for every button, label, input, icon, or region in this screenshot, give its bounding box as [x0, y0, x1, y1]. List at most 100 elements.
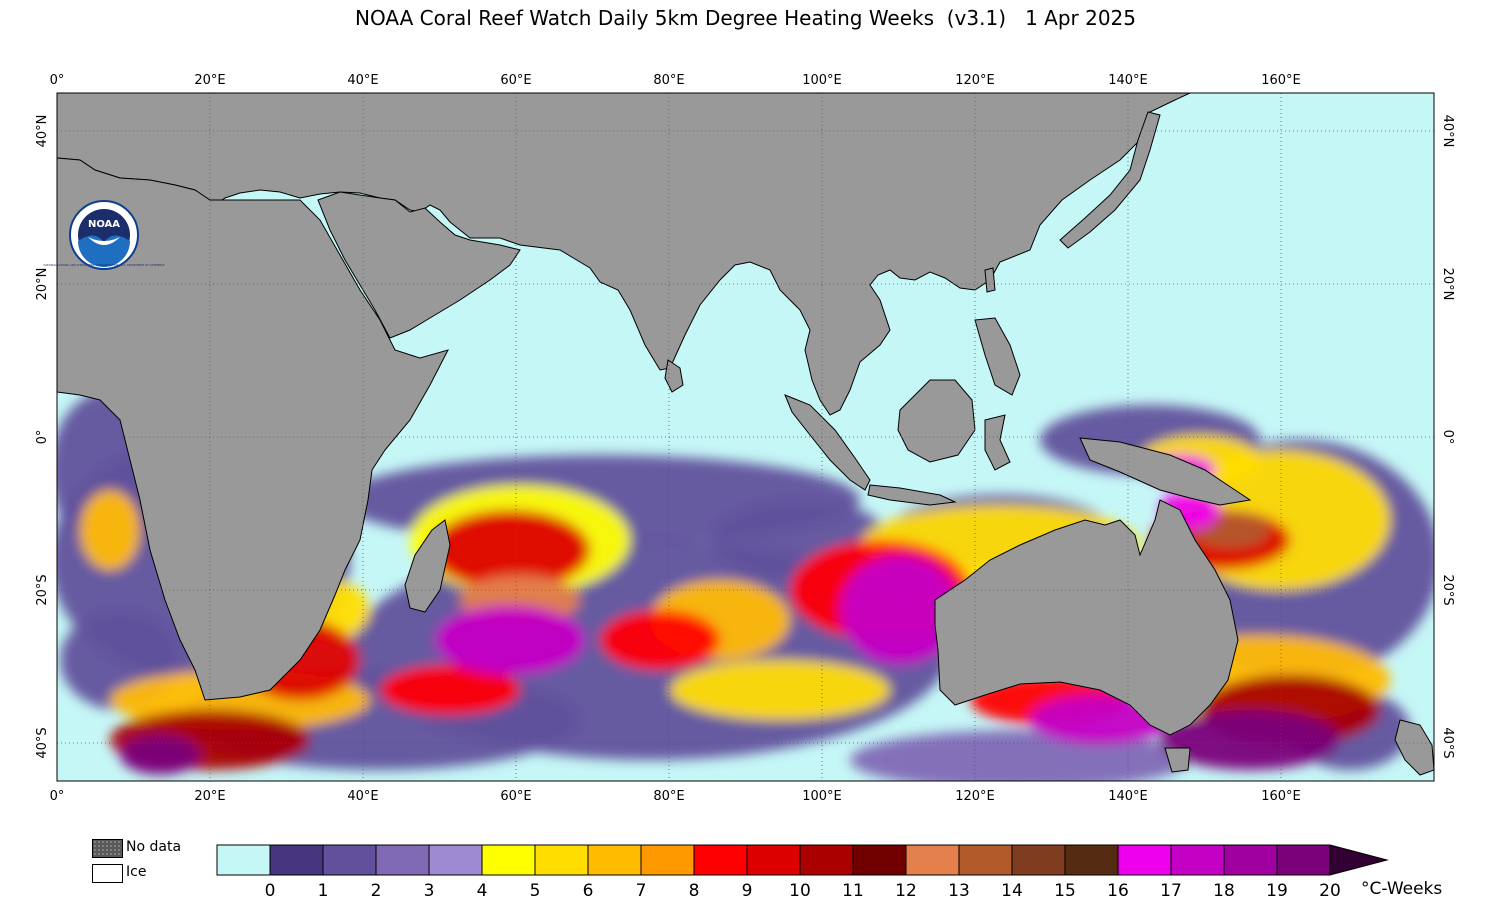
land-australia [934, 499, 1239, 736]
colorbar-swatch [693, 844, 748, 876]
colorbar-tick-label: 16 [1107, 881, 1129, 901]
colorbar-tick-label: 2 [371, 881, 382, 901]
colorbar-tick-label: 10 [789, 881, 811, 901]
graticule [57, 93, 1434, 781]
longitude-tick-label: 60°E [500, 73, 531, 88]
land-sumatra [784, 394, 871, 491]
latitude-tick-label: 20°S [35, 574, 50, 605]
longitude-tick-label: 80°E [653, 789, 684, 804]
heat-region [380, 665, 520, 715]
longitude-labels-bottom: 0° 20°E 40°E 60°E 80°E 100°E 120°E 140°E 160°E [50, 789, 1301, 804]
latitude-tick-label: 20°N [35, 268, 50, 301]
colorbar-tick-label: 12 [895, 881, 917, 901]
land-borneo [897, 379, 976, 463]
colorbar-swatch [375, 844, 430, 876]
colorbar-tick-label: 14 [1001, 881, 1023, 901]
land-newzealand [1394, 719, 1434, 776]
longitude-tick-label: 0° [50, 73, 65, 88]
colorbar-swatch [1117, 844, 1172, 876]
longitude-tick-label: 100°E [802, 73, 842, 88]
colorbar [216, 844, 1389, 876]
colorbar-tick-label: 6 [583, 881, 594, 901]
colorbar-swatch [269, 844, 324, 876]
colorbar-tick-label: 8 [689, 881, 700, 901]
land-philippines [974, 317, 1021, 396]
colorbar-tick-label: 19 [1266, 881, 1288, 901]
colorbar-swatch [958, 844, 1013, 876]
map-title: NOAA Coral Reef Watch Daily 5km Degree H… [354, 6, 1137, 30]
ice-label: Ice [126, 864, 147, 880]
colorbar-swatch [799, 844, 854, 876]
longitude-labels-top: 0° 20°E 40°E 60°E 80°E 100°E 120°E 140°E 160°E [50, 73, 1301, 88]
longitude-tick-label: 140°E [1108, 73, 1148, 88]
map-frame [56, 92, 1435, 782]
heat-region [1160, 710, 1340, 770]
colorbar-tick-label: 17 [1160, 881, 1182, 901]
heat-region [600, 610, 720, 670]
land-taiwan [984, 267, 996, 293]
colorbar-swatch [1276, 844, 1331, 876]
longitude-tick-label: 20°E [194, 789, 225, 804]
land-newguinea [1079, 437, 1252, 506]
longitude-tick-label: 60°E [500, 789, 531, 804]
longitude-tick-label: 20°E [194, 73, 225, 88]
nodata-label: No data [126, 839, 182, 855]
land-java [867, 484, 957, 506]
colorbar-swatch [1170, 844, 1225, 876]
land-arabia [317, 191, 521, 339]
noaa-logo-ring-text: NATIONAL OCEANIC AND ATMOSPHERIC ADMINIS… [44, 263, 165, 267]
colorbar-swatch [587, 844, 642, 876]
heat-region [435, 605, 585, 675]
land-madagascar [404, 519, 451, 613]
colorbar-swatch [428, 844, 483, 876]
latitude-tick-label: 40°N [35, 115, 50, 148]
colorbar-units: °C-Weeks [1361, 879, 1443, 899]
latitude-tick-label: 40°N [1440, 115, 1455, 148]
colorbar-tick-label: 9 [742, 881, 753, 901]
colorbar-tick-label: 4 [477, 881, 488, 901]
latitude-tick-label: 20°N [1440, 268, 1455, 301]
colorbar-labels: 0 1 2 3 4 5 6 7 8 9 10 11 12 13 14 15 16 17 18 19 20 [265, 881, 1341, 901]
colorbar-tick-label: 20 [1319, 881, 1341, 901]
colorbar-tick-label: 13 [948, 881, 970, 901]
heat-region [80, 490, 140, 570]
land-africa [57, 157, 449, 701]
colorbar-swatch [640, 844, 695, 876]
latitude-tick-label: 40°S [1440, 727, 1455, 758]
colorbar-swatch [1011, 844, 1066, 876]
latitude-tick-label: 20°S [1440, 574, 1455, 605]
land-sulawesi [984, 414, 1011, 471]
colorbar-tick-label: 11 [842, 881, 864, 901]
latitude-labels-left: 40°N 20°N 0° 20°S 40°S [35, 115, 50, 759]
nodata-swatch [92, 839, 123, 858]
longitude-tick-label: 40°E [347, 789, 378, 804]
longitude-tick-label: 40°E [347, 73, 378, 88]
colorbar-overflow-triangle [1329, 844, 1389, 876]
noaa-logo-text: NOAA [88, 219, 120, 230]
heat-region [430, 510, 590, 590]
land-tasmania [1164, 747, 1191, 773]
longitude-tick-label: 120°E [955, 789, 995, 804]
longitude-tick-label: 120°E [955, 73, 995, 88]
latitude-tick-label: 40°S [35, 727, 50, 758]
land-layer [57, 93, 1434, 776]
ice-swatch [92, 864, 123, 883]
colorbar-tick-label: 3 [424, 881, 435, 901]
longitude-tick-label: 140°E [1108, 789, 1148, 804]
colorbar-swatch [481, 844, 536, 876]
colorbar-tick-label: 0 [265, 881, 276, 901]
longitude-tick-label: 160°E [1261, 73, 1301, 88]
longitude-tick-label: 160°E [1261, 789, 1301, 804]
colorbar-swatch [534, 844, 589, 876]
longitude-tick-label: 0° [50, 789, 65, 804]
colorbar-swatch [852, 844, 907, 876]
land-srilanka [664, 359, 684, 393]
longitude-tick-label: 100°E [802, 789, 842, 804]
colorbar-tick-label: 15 [1054, 881, 1076, 901]
land-eurasia [57, 93, 1191, 416]
colorbar-tick-label: 7 [636, 881, 647, 901]
colorbar-swatch [746, 844, 801, 876]
colorbar-swatch [1223, 844, 1278, 876]
colorbar-swatch [216, 844, 271, 876]
colorbar-tick-label: 5 [530, 881, 541, 901]
